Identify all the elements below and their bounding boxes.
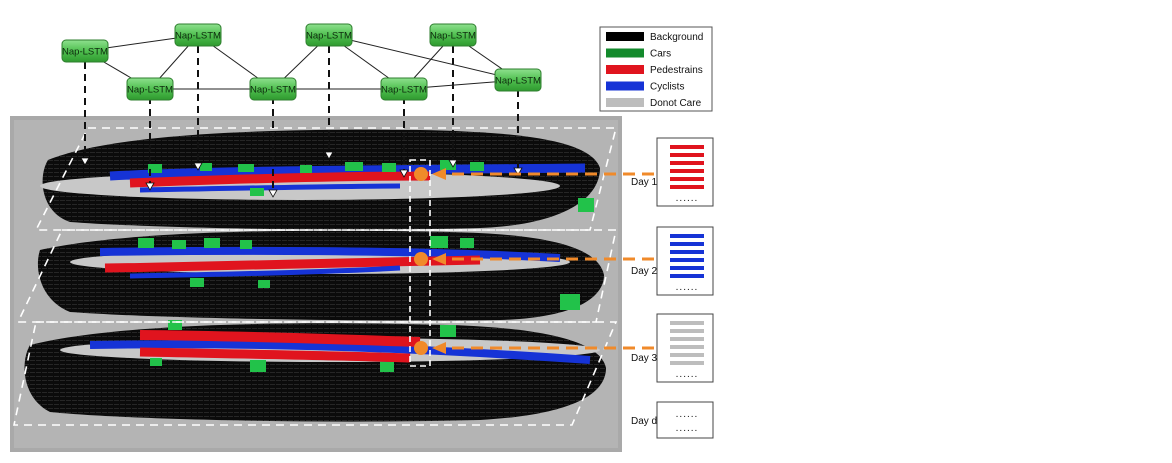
day-links (414, 167, 654, 355)
legend-swatch (606, 48, 644, 58)
marker-day3 (414, 341, 428, 355)
day-card-box (656, 401, 714, 439)
lstm-node-label: Nap-LSTM (62, 47, 108, 58)
feature-bar (670, 361, 704, 365)
graph-nodes: Nap-LSTM Nap-LSTM Nap-LSTM Nap-LSTM Nap-LSTM… (61, 23, 542, 101)
day-label: Day 3 (631, 353, 658, 364)
legend-swatch (606, 81, 644, 91)
legend-swatch (606, 98, 644, 107)
day-card: Day 1...... (631, 137, 714, 207)
feature-bar (670, 250, 704, 254)
lstm-node: Nap-LSTM (305, 23, 353, 47)
day-cards: Day 1......Day 2......Day 3......Day d..… (631, 137, 714, 439)
day-label: Day 1 (631, 177, 658, 188)
legend-item: Background (606, 32, 703, 43)
lstm-node-label: Nap-LSTM (306, 31, 352, 42)
feature-bar (670, 266, 704, 270)
day-card: Day d............ (631, 401, 714, 439)
day1-point-cloud (40, 129, 601, 230)
plane-day3 (13, 321, 618, 426)
feature-bar (670, 242, 704, 246)
lstm-node-label: Nap-LSTM (381, 85, 427, 96)
legend-swatch (606, 32, 644, 41)
lstm-node-label: Nap-LSTM (430, 31, 476, 42)
feature-bar (670, 161, 704, 165)
feature-bar (670, 258, 704, 262)
feature-bar (670, 353, 704, 357)
day-card: Day 2...... (631, 226, 714, 296)
feature-bar (670, 185, 704, 189)
feature-bar (670, 153, 704, 157)
legend-label: Background (650, 32, 703, 43)
lstm-node: Nap-LSTM (249, 77, 297, 101)
day-ellipsis: ...... (676, 423, 699, 434)
feature-bar (670, 145, 704, 149)
feature-bar (670, 337, 704, 341)
legend: Background Cars Pedestrains Cyclists Donot C… (599, 26, 713, 112)
day3-point-cloud (24, 320, 607, 422)
feature-bar (670, 321, 704, 325)
legend-label: Cyclists (650, 82, 684, 93)
lstm-node: Nap-LSTM (429, 23, 477, 47)
drop-arrowheads (80, 151, 523, 198)
legend-item: Cyclists (606, 81, 684, 93)
lstm-node: Nap-LSTM (61, 39, 109, 63)
plane-day1 (34, 127, 618, 231)
legend-item: Donot Care (606, 98, 702, 109)
marker-day2 (414, 252, 428, 266)
lstm-node: Nap-LSTM (494, 68, 542, 92)
feature-bar (670, 169, 704, 173)
legend-label: Pedestrains (650, 65, 703, 76)
day2-point-cloud (37, 230, 605, 321)
feature-bar (670, 274, 704, 278)
lstm-node: Nap-LSTM (380, 77, 428, 101)
lstm-node-label: Nap-LSTM (495, 76, 541, 87)
legend-item: Cars (606, 48, 671, 60)
day-planes (13, 127, 618, 426)
feature-bar (670, 329, 704, 333)
day-card: Day 3...... (631, 313, 714, 383)
marker-day1 (414, 167, 428, 181)
feature-bar (670, 177, 704, 181)
day-label: Day d (631, 416, 657, 427)
feature-bar (670, 234, 704, 238)
lstm-node-label: Nap-LSTM (127, 85, 173, 96)
day-label: Day 2 (631, 266, 658, 277)
location-column (409, 159, 431, 367)
legend-label: Cars (650, 49, 671, 60)
day-ellipsis: ...... (676, 409, 699, 420)
lstm-node: Nap-LSTM (174, 23, 222, 47)
day-ellipsis: ...... (676, 369, 699, 380)
legend-item: Pedestrains (606, 65, 703, 76)
legend-swatch (606, 65, 644, 74)
graph-edge (328, 34, 519, 81)
legend-label: Donot Care (650, 98, 702, 109)
feature-bar (670, 345, 704, 349)
day-ellipsis: ...... (676, 282, 699, 293)
lstm-node-label: Nap-LSTM (250, 85, 296, 96)
lstm-node-label: Nap-LSTM (175, 31, 221, 42)
lstm-node: Nap-LSTM (126, 77, 174, 101)
day-ellipsis: ...... (676, 193, 699, 204)
